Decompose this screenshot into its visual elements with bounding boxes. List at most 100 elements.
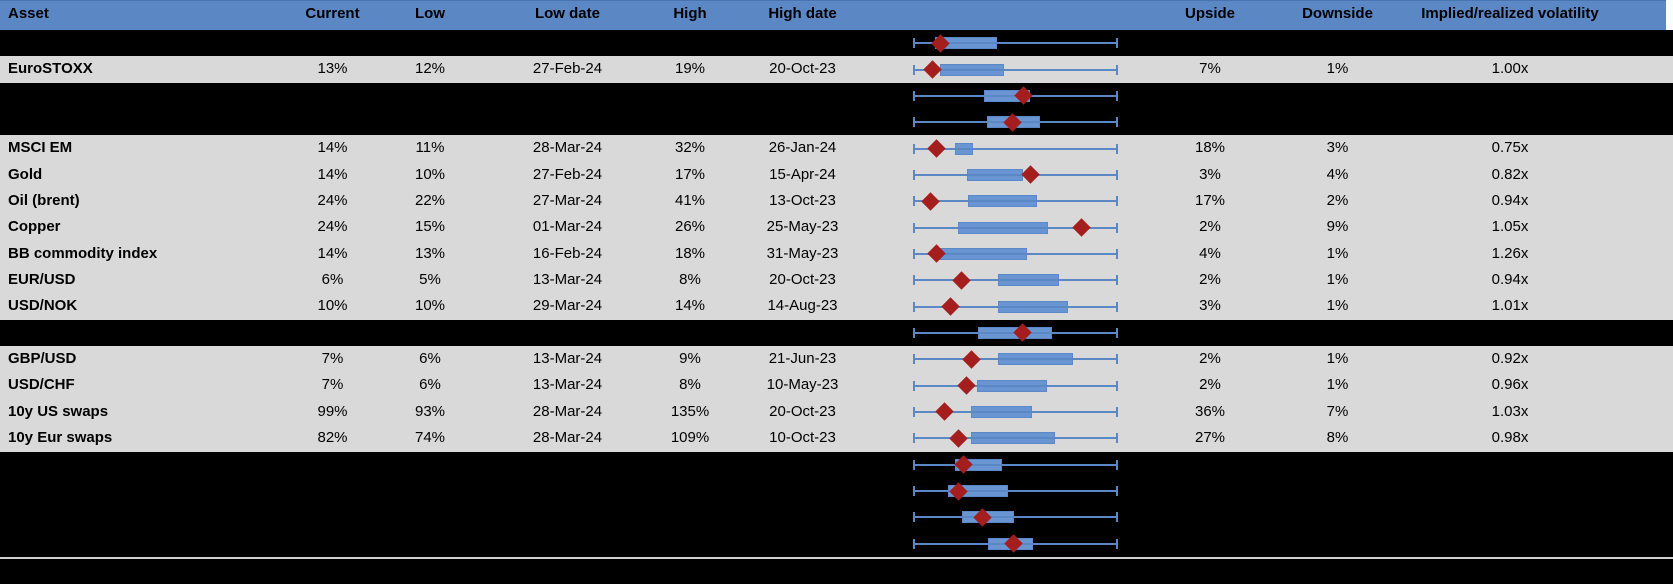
cell-downside: 8%	[1326, 429, 1349, 447]
volatility-range-boxplot	[913, 241, 1118, 267]
cell-implied_realized: 1.03x	[1491, 402, 1529, 420]
whisker-cap-right-icon	[1116, 512, 1118, 523]
whisker-line	[913, 410, 1118, 413]
cell-current: 7%	[321, 350, 344, 368]
volatility-range-boxplot	[913, 320, 1118, 346]
volatility-range-boxplot	[913, 267, 1118, 293]
separator-line	[0, 556, 1673, 559]
whisker-cap-left-icon	[913, 248, 915, 259]
header-right-gap	[1666, 0, 1673, 30]
empty-cell	[0, 83, 290, 109]
column-header-upside: Upside	[1184, 5, 1235, 22]
table-row: 10y Eur swaps 82% 74% 28-Mar-24 109% 10-Oct-2…	[0, 425, 1673, 452]
empty-cell	[290, 83, 375, 109]
column-header-high_date: High date	[768, 5, 837, 22]
chart-cell	[875, 56, 1135, 82]
empty-cell	[485, 320, 650, 346]
spacer-row	[0, 82, 1673, 110]
cell-low: 22%	[414, 192, 446, 210]
volatility-range-boxplot	[913, 56, 1118, 82]
cell-high_date: 15-Apr-24	[769, 165, 836, 183]
table-row: EuroSTOXX 13% 12% 27-Feb-24 19% 20-Oct-23 7% 1%…	[0, 56, 1673, 83]
current-level-diamond-icon	[1072, 218, 1092, 237]
empty-cell	[290, 109, 375, 135]
chart-cell	[875, 531, 1135, 557]
cell-upside: 7%	[1199, 60, 1221, 78]
spacer-row	[0, 30, 1673, 57]
table-row: 10y US swaps 99% 93% 28-Mar-24 135% 20-Oct-23…	[0, 398, 1673, 426]
cell-low_date: 27-Feb-24	[532, 60, 603, 78]
cell-high: 8%	[679, 376, 701, 394]
whisker-cap-right-icon	[1116, 90, 1118, 101]
volatility-range-boxplot	[913, 478, 1118, 504]
cell-asset: Oil (brent)	[8, 192, 80, 210]
volatility-range-boxplot	[913, 531, 1118, 557]
empty-cell	[1285, 30, 1390, 56]
empty-cell	[650, 320, 730, 346]
whisker-cap-left-icon	[913, 380, 915, 391]
empty-cell	[1285, 109, 1390, 135]
spacer-row	[0, 477, 1673, 505]
cell-low: 12%	[414, 60, 446, 78]
empty-cell	[1390, 504, 1630, 530]
table-row: EUR/USD 6% 5% 13-Mar-24 8% 20-Oct-23 2% 1% 0.94x	[0, 267, 1673, 294]
cell-high_date: 20-Oct-23	[769, 60, 836, 78]
whisker-cap-left-icon	[913, 117, 915, 128]
volatility-range-boxplot	[913, 504, 1118, 530]
cell-upside: 3%	[1199, 165, 1221, 183]
cell-high_date: 21-Jun-23	[768, 350, 837, 368]
cell-implied_realized: 1.26x	[1491, 244, 1529, 262]
empty-cell	[375, 504, 485, 530]
empty-cell	[0, 531, 290, 557]
cell-low_date: 13-Mar-24	[532, 376, 603, 394]
empty-cell	[650, 30, 730, 56]
whisker-line	[913, 358, 1118, 361]
empty-cell	[730, 320, 875, 346]
column-header-low: Low	[415, 5, 445, 22]
current-level-diamond-icon	[948, 429, 968, 448]
whisker-cap-right-icon	[1116, 275, 1118, 286]
whisker-cap-left-icon	[913, 222, 915, 233]
cell-current: 24%	[317, 218, 348, 236]
empty-cell	[730, 478, 875, 504]
cell-current: 6%	[321, 271, 344, 289]
whisker-line	[913, 490, 1118, 493]
chart-cell	[875, 372, 1135, 398]
empty-cell	[650, 452, 730, 478]
chart-cell	[875, 425, 1135, 451]
whisker-line	[913, 279, 1118, 282]
current-level-diamond-icon	[920, 192, 940, 211]
cell-low_date: 28-Mar-24	[532, 429, 603, 447]
cell-asset: USD/CHF	[8, 376, 75, 394]
empty-cell	[1390, 109, 1630, 135]
chart-cell	[875, 135, 1135, 161]
column-header-low_date: Low date	[534, 5, 600, 22]
empty-cell	[375, 83, 485, 109]
empty-cell	[485, 504, 650, 530]
empty-cell	[1390, 531, 1630, 557]
cell-low: 13%	[414, 244, 446, 262]
cell-downside: 1%	[1326, 376, 1349, 394]
volatility-range-boxplot	[913, 452, 1118, 478]
cell-high: 41%	[674, 192, 706, 210]
cell-upside: 18%	[1194, 139, 1226, 157]
whisker-cap-right-icon	[1116, 196, 1118, 207]
whisker-cap-right-icon	[1116, 222, 1118, 233]
whisker-line	[913, 516, 1118, 519]
whisker-cap-left-icon	[913, 169, 915, 180]
spacer-row	[0, 530, 1673, 557]
empty-cell	[730, 83, 875, 109]
cell-high: 14%	[674, 297, 706, 315]
whisker-line	[913, 200, 1118, 203]
whisker-line	[913, 173, 1118, 176]
empty-cell	[0, 452, 290, 478]
cell-low: 6%	[419, 350, 441, 368]
volatility-range-boxplot	[913, 162, 1118, 188]
cell-current: 14%	[317, 139, 348, 157]
cell-implied_realized: 0.82x	[1491, 165, 1529, 183]
chart-cell	[875, 83, 1135, 109]
cell-current: 99%	[317, 402, 348, 420]
cell-high_date: 25-May-23	[766, 218, 839, 236]
cell-low_date: 13-Mar-24	[532, 350, 603, 368]
